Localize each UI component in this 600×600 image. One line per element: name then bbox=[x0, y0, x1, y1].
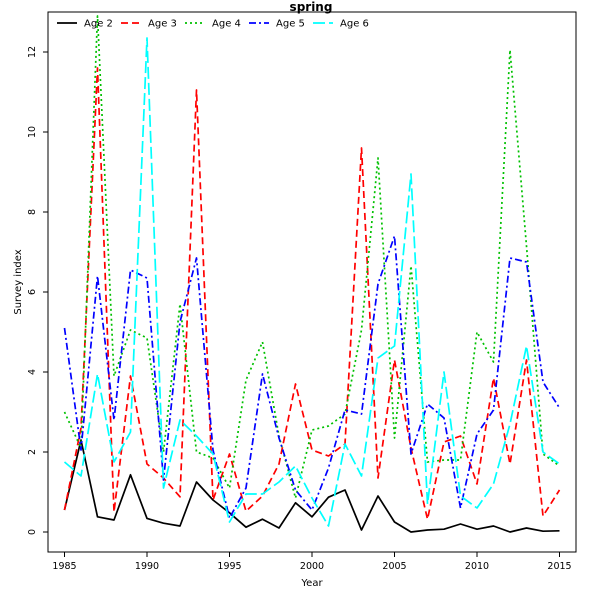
y-tick-label: 0 bbox=[27, 529, 38, 535]
chart-title: spring bbox=[290, 0, 333, 14]
x-tick-label: 1985 bbox=[52, 561, 76, 572]
series-line-age-6 bbox=[63, 37, 560, 527]
legend-label-age-2: Age 2 bbox=[84, 19, 113, 30]
plot-area: 1985 1990 1995 2000 2005 2010 2015 0 2 4 6 8 10 12 bbox=[27, 11, 577, 572]
y-tick-label: 2 bbox=[27, 449, 38, 455]
legend: Age 2 Age 3 Age 4 Age 5 Age 6 bbox=[57, 19, 369, 30]
x-tick-label: 2015 bbox=[547, 561, 571, 572]
y-tick-label: 10 bbox=[27, 126, 38, 138]
x-tick-label: 2000 bbox=[300, 561, 324, 572]
series-line-age-3 bbox=[63, 67, 561, 521]
x-tick-label: 2005 bbox=[382, 561, 406, 572]
x-tick-label: 1995 bbox=[217, 561, 241, 572]
legend-label-age-6: Age 6 bbox=[340, 19, 369, 30]
series-line-age-2 bbox=[63, 439, 560, 533]
series-line-age-5 bbox=[63, 235, 561, 519]
x-axis-title: Year bbox=[300, 578, 323, 589]
y-tick-label: 12 bbox=[27, 46, 38, 58]
x-tick-label: 2010 bbox=[465, 561, 489, 572]
y-tick-label: 4 bbox=[27, 369, 38, 375]
plot-frame bbox=[47, 11, 577, 553]
x-tick-label: 1990 bbox=[135, 561, 159, 572]
y-axis-title: Survey index bbox=[13, 249, 24, 314]
y-tick-label: 6 bbox=[27, 289, 38, 295]
legend-label-age-5: Age 5 bbox=[276, 19, 305, 30]
legend-label-age-3: Age 3 bbox=[148, 19, 177, 30]
y-tick-label: 8 bbox=[27, 209, 38, 215]
legend-label-age-4: Age 4 bbox=[212, 19, 241, 30]
